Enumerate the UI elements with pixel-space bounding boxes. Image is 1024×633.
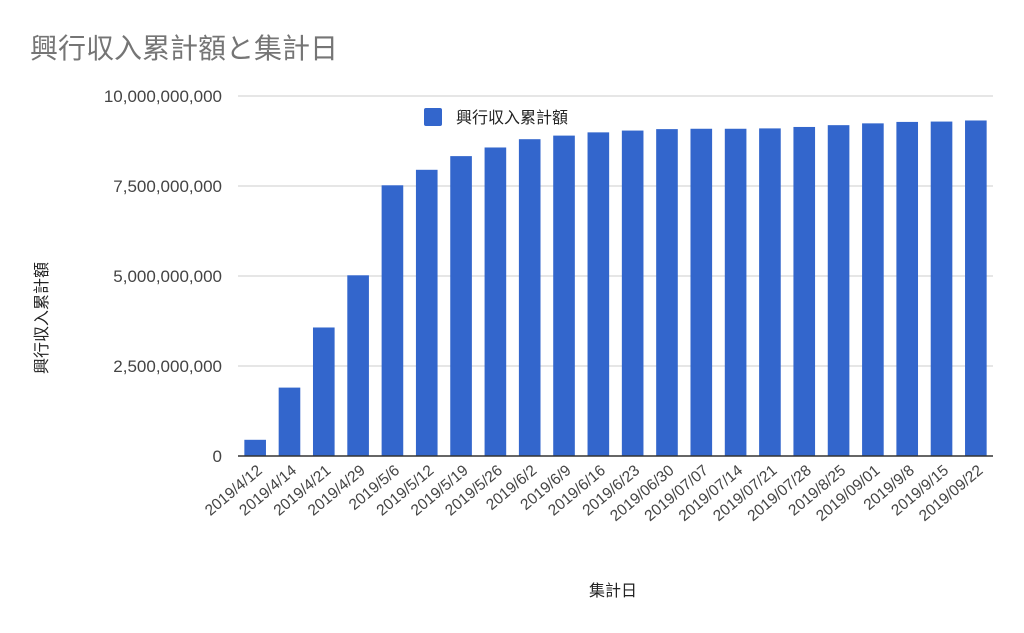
bar [930,121,953,456]
bar [381,185,404,456]
legend-label: 興行収入累計額 [456,108,568,127]
y-tick-label: 7,500,000,000 [113,177,222,196]
bar [656,129,678,456]
bar [312,327,335,456]
legend: 興行収入累計額 [424,108,568,127]
bars [244,120,987,457]
bar [965,120,987,456]
bar [827,125,850,456]
bar [450,156,472,456]
bar [484,147,507,457]
x-axis-ticks: 2019/4/122019/4/142019/4/212019/4/292019… [202,462,986,525]
bar [896,121,919,457]
y-axis-label: 興行収入累計額 [32,262,51,374]
bar [347,275,369,456]
chart-title: 興行収入累計額と集計日 [30,32,338,65]
bar [793,126,816,457]
bar [518,139,541,456]
x-axis-label: 集計日 [589,581,637,600]
y-tick-label: 2,500,000,000 [113,357,222,376]
y-tick-label: 5,000,000,000 [113,267,222,286]
bar [724,128,747,456]
y-tick-label: 0 [213,447,222,466]
bar [862,123,884,457]
bar [759,128,781,456]
bar [244,439,266,456]
bar [621,130,644,456]
y-axis-ticks: 0 2,500,000,000 5,000,000,000 7,500,000,000… [104,87,222,466]
bar [415,169,438,457]
bar [587,132,610,457]
bar [278,387,301,456]
y-tick-label: 10,000,000,000 [104,87,222,106]
bar [553,135,575,456]
bar [690,128,713,456]
legend-swatch [424,108,442,126]
